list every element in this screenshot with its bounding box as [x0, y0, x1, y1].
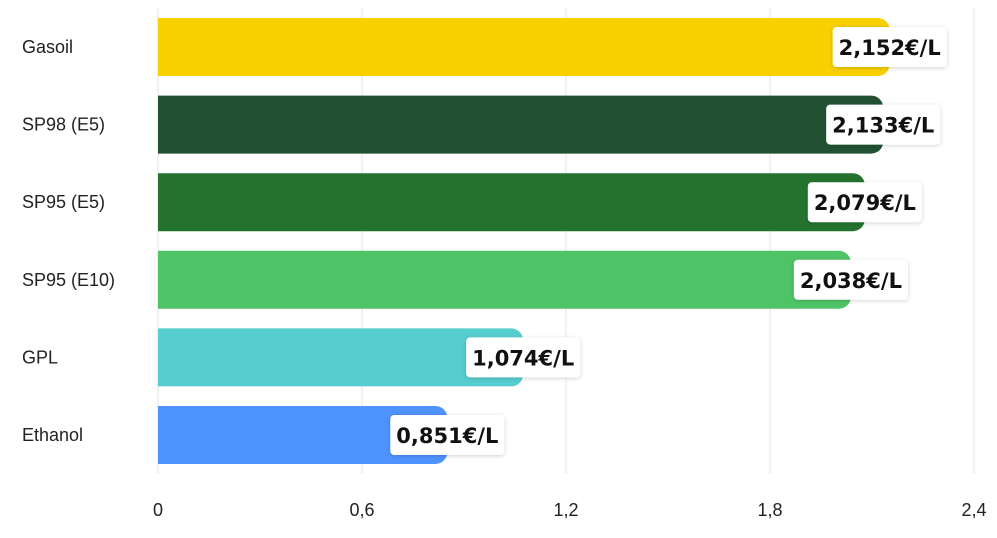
value-label-text: 0,851€/L [396, 424, 498, 448]
bars [158, 18, 890, 464]
value-label-text: 2,133€/L [832, 114, 934, 138]
bar [158, 328, 524, 387]
value-label-badge [807, 182, 922, 223]
value-label-text: 2,152€/L [839, 36, 941, 60]
value-labels: 2,152€/L 2,133€/L 2,079€/L 2,038€/L 1,074€/L… [390, 27, 947, 455]
x-tick-label: 1,2 [553, 500, 578, 520]
value-label: 0,851€/L [390, 415, 505, 455]
value-label: 1,074€/L [466, 337, 581, 378]
value-label: 2,079€/L [807, 182, 922, 223]
category-labels: Gasoil SP98 (E5) SP95 (E5) SP95 (E10) GPL Eth… [22, 37, 115, 445]
value-label-text: 1,074€/L [472, 346, 574, 370]
category-label: SP95 (E10) [22, 270, 115, 290]
value-label-text: 2,038€/L [800, 269, 902, 293]
value-label-badge [390, 415, 505, 455]
category-label: Ethanol [22, 425, 83, 445]
x-tick-label: 0,6 [349, 500, 374, 520]
category-label: Gasoil [22, 37, 73, 57]
x-axis-ticks: 0 0,6 1,2 1,8 2,4 [153, 500, 987, 520]
value-label: 2,133€/L [826, 104, 941, 145]
value-label-badge [793, 259, 908, 300]
grid-lines [157, 8, 975, 474]
value-label: 2,038€/L [793, 259, 908, 300]
value-label-text: 2,079€/L [814, 191, 916, 215]
x-tick-label: 1,8 [757, 500, 782, 520]
value-label-badge [466, 337, 581, 378]
bar [158, 173, 865, 232]
bar [158, 250, 851, 309]
bar [158, 95, 884, 154]
bar [158, 18, 890, 76]
x-tick-label: 0 [153, 500, 163, 520]
x-tick-label: 2,4 [961, 500, 986, 520]
category-label: GPL [22, 347, 58, 367]
value-label-badge [826, 104, 941, 145]
value-label: 2,152€/L [832, 27, 947, 67]
category-label: SP98 (E5) [22, 115, 105, 135]
category-label: SP95 (E5) [22, 192, 105, 212]
value-label-badge [832, 27, 947, 67]
bar [158, 406, 448, 464]
